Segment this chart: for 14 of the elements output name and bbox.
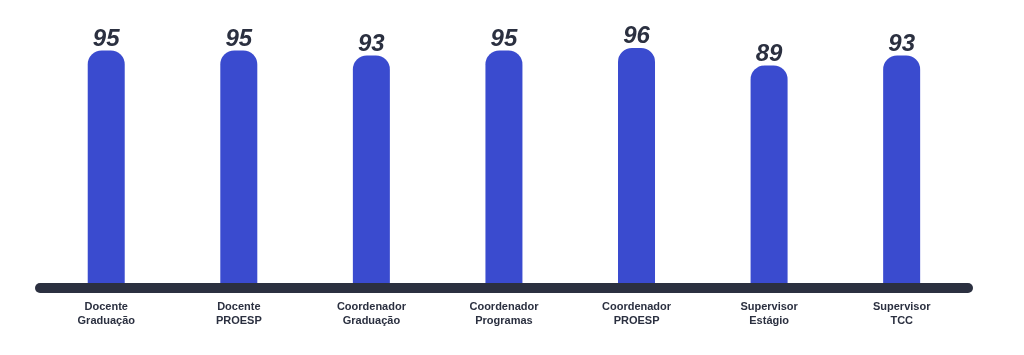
data-label: 93 [888,28,916,56]
x-tick-label: Coordenador Programas [469,300,540,326]
x-tick-label: Docente Graduação [77,300,136,326]
x-tick-label: Docente PROESP [215,300,262,326]
data-label: 95 [92,23,121,51]
data-label: 95 [490,23,518,51]
data-label: 95 [225,23,253,51]
x-tick-label: Coordenador PROESP [602,300,672,326]
x-tick-label: Coordenador Graduação [336,300,407,326]
x-tick-label: Supervisor Estágio [740,300,799,326]
data-label: 89 [755,38,784,66]
x-tick-label: Supervisor TCC [872,300,932,326]
data-label: 96 [623,21,651,48]
data-label: 93 [358,28,386,56]
